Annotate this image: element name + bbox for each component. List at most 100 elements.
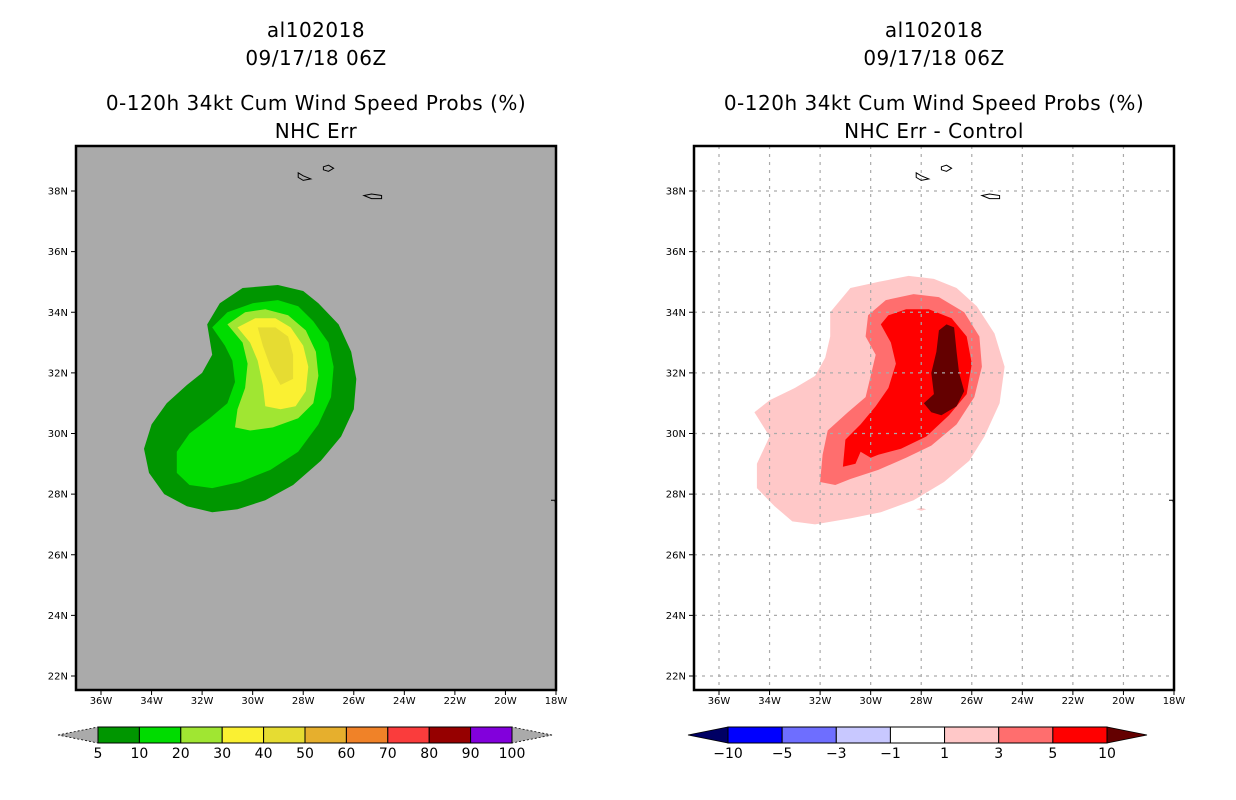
y-tick-label: 36N (48, 247, 68, 258)
map-panel-1: 38N 36N 34N 32N 30N 28N 26N 24N 22N 36W 34W 32W 30W 2… (48, 144, 568, 762)
colorbar-label: −10 (713, 746, 743, 762)
x-tick-label: 36W (90, 696, 113, 707)
colorbar-label: −3 (826, 746, 847, 762)
colorbar-label: 70 (379, 746, 397, 762)
x-tick-label: 20W (1112, 696, 1135, 707)
y-tick-label: 28N (666, 490, 686, 501)
x-tick-label: 26W (960, 696, 983, 707)
chart-subtitle: NHC Err - Control (844, 119, 1024, 143)
colorbar-swatch (835, 726, 891, 744)
colorbar-over-triangle (511, 726, 553, 744)
island-outline (297, 171, 313, 181)
colorbar-swatch (345, 726, 389, 744)
x-tick-label: 24W (1011, 696, 1034, 707)
colorbar-swatch (889, 726, 946, 744)
x-tick-label: 26W (342, 696, 365, 707)
colorbar-label: 1 (940, 746, 949, 762)
island-outline (362, 193, 383, 200)
colorbar-label: 90 (462, 746, 480, 762)
y-tick-label: 26N (666, 550, 686, 561)
colorbar-swatch (1052, 726, 1108, 744)
x-tick-label: 34W (758, 696, 781, 707)
colorbar-under-triangle (687, 726, 729, 744)
colorbar-swatch (304, 726, 347, 744)
colorbar-label: −5 (772, 746, 793, 762)
y-tick-label: 38N (666, 187, 686, 198)
colorbar-label: 50 (296, 746, 314, 762)
y-tick-label: 36N (666, 247, 686, 258)
colorbar-label: 60 (337, 746, 355, 762)
colorbar-over-triangle (1106, 726, 1148, 744)
storm-id-title: al102018 (884, 18, 984, 42)
x-tick-label: 24W (393, 696, 416, 707)
colorbar-swatch (138, 726, 182, 744)
y-tick-label: 38N (48, 187, 68, 198)
colorbar-swatch (387, 726, 430, 744)
colorbar-swatch (221, 726, 265, 744)
map-panel-2: 38N 36N 34N 32N 30N 28N 26N 24N 22N 36W 34W 32W 30W 2… (666, 144, 1186, 762)
island-outline (940, 164, 953, 172)
x-tick-label: 36W (708, 696, 731, 707)
colorbar-label: 5 (1048, 746, 1057, 762)
x-tick-label: 28W (292, 696, 315, 707)
x-tick-label: 34W (140, 696, 163, 707)
colorbar-swatch (180, 726, 223, 744)
x-tick-label: 22W (1062, 696, 1085, 707)
colorbar-label: 10 (1098, 746, 1116, 762)
island-outline (915, 171, 931, 181)
y-tick-label: 32N (666, 368, 686, 379)
chart-subtitle: NHC Err (274, 119, 358, 143)
colorbar-label: 30 (213, 746, 231, 762)
colorbar: −10 −5 −3 −1 1 3 5 10 (687, 726, 1148, 762)
x-tick-label: 20W (494, 696, 517, 707)
colorbar-swatch (470, 726, 513, 744)
colorbar-swatch (998, 726, 1054, 744)
colorbar-label: 10 (130, 746, 148, 762)
colorbar-swatch (781, 726, 837, 744)
y-tick-label: 24N (48, 611, 68, 622)
y-tick-label: 30N (48, 429, 68, 440)
chart-title: 0-120h 34kt Cum Wind Speed Probs (%) (105, 91, 527, 115)
datetime-title: 09/17/18 06Z (245, 46, 387, 70)
y-tick-label: 22N (48, 672, 68, 683)
colorbar-label: 3 (994, 746, 1003, 762)
map-content (144, 164, 556, 513)
x-tick-label: 18W (1163, 696, 1186, 707)
colorbar-swatch (97, 726, 140, 744)
datetime-title: 09/17/18 06Z (863, 46, 1005, 70)
colorbar-swatch (727, 726, 783, 744)
y-tick-label: 22N (666, 672, 686, 683)
colorbar-under-triangle (57, 726, 99, 744)
colorbar-label: 5 (94, 746, 103, 762)
contour-1-3 (916, 507, 927, 511)
colorbar-label: 100 (499, 746, 526, 762)
island-outline (322, 164, 335, 172)
y-tick-label: 30N (666, 429, 686, 440)
chart-title: 0-120h 34kt Cum Wind Speed Probs (%) (723, 91, 1145, 115)
x-tick-label: 32W (191, 696, 214, 707)
y-tick-label: 34N (666, 308, 686, 319)
map-frame (692, 144, 1176, 692)
colorbar: 5 10 20 30 40 50 60 70 80 90 100 (57, 726, 553, 762)
colorbar-swatch (944, 726, 1000, 744)
colorbar-swatch (428, 726, 472, 744)
colorbar-label: 40 (255, 746, 273, 762)
map-content (694, 146, 1174, 690)
y-tick-label: 32N (48, 368, 68, 379)
x-tick-label: 22W (444, 696, 467, 707)
contour--10 (923, 324, 965, 416)
colorbar-label: 80 (420, 746, 438, 762)
contour-40-50 (257, 327, 294, 385)
x-tick-label: 18W (545, 696, 568, 707)
y-tick-label: 34N (48, 308, 68, 319)
x-tick-label: 30W (241, 696, 264, 707)
y-tick-label: 24N (666, 611, 686, 622)
y-tick-label: 28N (48, 490, 68, 501)
colorbar-label: −1 (880, 746, 901, 762)
x-tick-label: 32W (809, 696, 832, 707)
x-tick-label: 28W (910, 696, 933, 707)
colorbar-swatch (263, 726, 306, 744)
map-frame (74, 144, 558, 692)
colorbar-label: 20 (172, 746, 190, 762)
y-tick-label: 26N (48, 550, 68, 561)
